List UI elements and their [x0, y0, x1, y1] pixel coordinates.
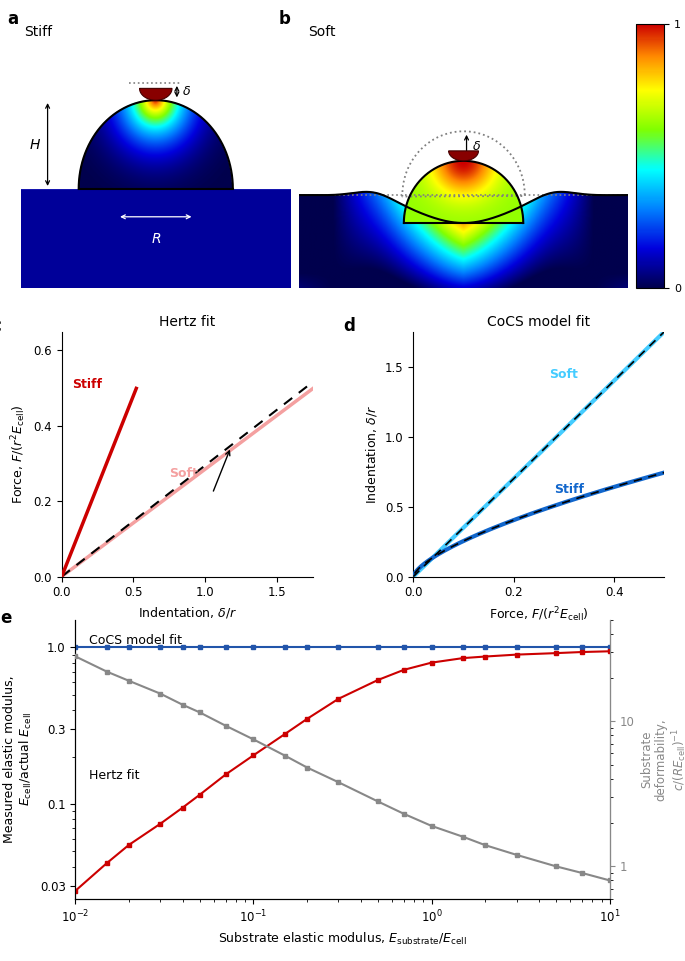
Text: e: e [1, 608, 12, 627]
Title: Hertz fit: Hertz fit [159, 315, 215, 329]
Text: Stiff: Stiff [25, 25, 53, 39]
Text: Stiff: Stiff [72, 378, 101, 391]
Text: Hertz fit: Hertz fit [90, 769, 140, 782]
Text: Soft: Soft [169, 467, 198, 480]
Polygon shape [21, 188, 291, 288]
Text: Stiff: Stiff [554, 482, 584, 496]
Text: b: b [279, 10, 290, 28]
Text: $\delta$: $\delta$ [182, 86, 191, 98]
Text: d: d [343, 317, 355, 334]
Text: $R$: $R$ [151, 232, 161, 246]
Polygon shape [449, 151, 479, 160]
Text: c: c [0, 317, 1, 334]
Text: Soft: Soft [308, 25, 336, 39]
Y-axis label: Force, $F/(r^2E_\mathrm{cell})$: Force, $F/(r^2E_\mathrm{cell})$ [9, 405, 28, 504]
Polygon shape [140, 88, 172, 100]
X-axis label: Force, $F/(r^2E_\mathrm{cell})$: Force, $F/(r^2E_\mathrm{cell})$ [489, 604, 588, 624]
Text: $H$: $H$ [29, 137, 42, 152]
Y-axis label: Measured elastic modulus,
$E_\mathrm{cell}$/actual $E_\mathrm{cell}$: Measured elastic modulus, $E_\mathrm{cel… [3, 676, 34, 843]
Title: CoCS model fit: CoCS model fit [487, 315, 590, 329]
Text: CoCS model fit: CoCS model fit [90, 634, 182, 647]
Y-axis label: Substrate
deformability,
$c/(RE_\mathrm{cell})^{-1}$: Substrate deformability, $c/(RE_\mathrm{… [640, 718, 685, 801]
Text: a: a [7, 10, 18, 28]
X-axis label: Indentation, $\delta/r$: Indentation, $\delta/r$ [138, 604, 237, 620]
Y-axis label: Indentation, $\delta/r$: Indentation, $\delta/r$ [364, 405, 379, 504]
X-axis label: Substrate elastic modulus, $E_\mathrm{substrate}/E_\mathrm{cell}$: Substrate elastic modulus, $E_\mathrm{su… [218, 930, 467, 947]
Text: $\delta$: $\delta$ [472, 139, 481, 153]
Text: Soft: Soft [549, 368, 577, 381]
